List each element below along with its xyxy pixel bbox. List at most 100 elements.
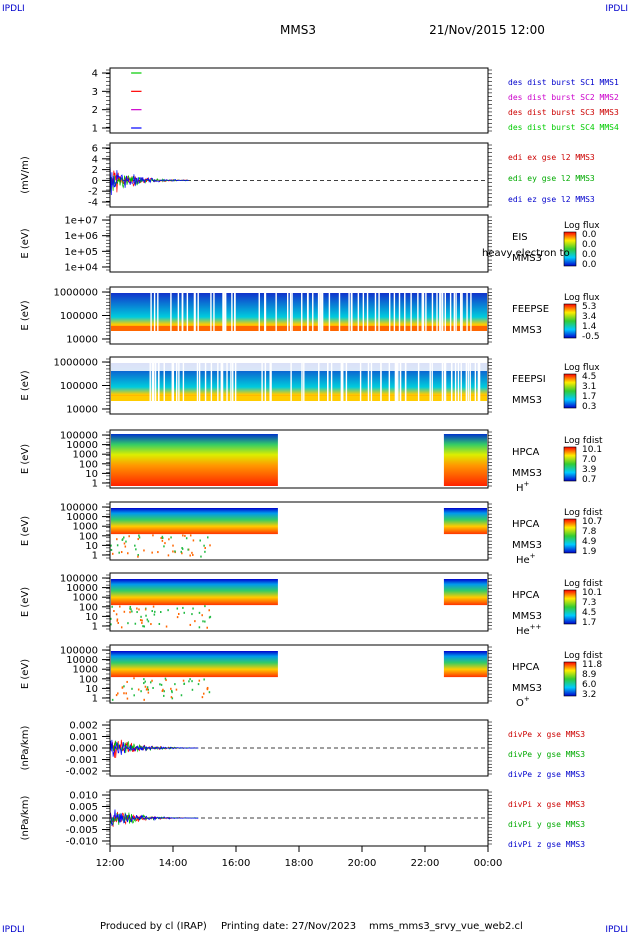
hpca_o-speckle: [188, 680, 190, 683]
xaxis-tick-label: 12:00: [96, 858, 125, 869]
eis-ytick-label: 1e+06: [64, 231, 98, 242]
feepsi-data-gap: [388, 361, 391, 410]
hpca_he-ytick-label: 10: [85, 541, 98, 552]
hpca_o-speckle: [144, 680, 146, 683]
hpca_he2-speckle: [192, 607, 194, 610]
hpca_o-speckle: [203, 678, 205, 681]
feepsi-data-gap: [399, 361, 402, 410]
eis-overlay-label: heavy electron to: [482, 248, 570, 259]
hpca_he-colorbar-title: Log fdist: [564, 508, 603, 518]
hpca_he-speckle: [204, 547, 206, 550]
hpca_o-speckle: [126, 697, 129, 700]
hpca_he2-speckle: [145, 614, 147, 617]
hpca_he2-speckle: [134, 622, 137, 625]
feepsi-data-gap: [176, 361, 178, 410]
hpca_he-speckle: [135, 548, 137, 551]
hpca_he-speckle: [168, 538, 170, 541]
hpca_he2-speckle: [138, 608, 140, 611]
feepsi-data-gap: [230, 361, 232, 410]
feepse-instrument-label: FEEPSE: [512, 304, 549, 315]
panel-hpca_he: Log fdist10.77.84.91.9HPCAMMS3He+1000001…: [20, 501, 603, 566]
hpca_h-ytick-label: 100: [79, 459, 98, 470]
feepse-data-gap: [466, 291, 468, 340]
burst-ytick-label: 4: [92, 69, 98, 80]
hpca_o-speckle: [191, 680, 193, 683]
hpca_o-speckle: [147, 688, 150, 691]
hpca_he2-speckle: [201, 614, 203, 617]
feepse-data-gap: [224, 291, 227, 340]
feepse-data-gap: [398, 291, 401, 340]
hpca_he2-instrument-label: HPCA: [512, 590, 540, 601]
feepsi-colorbar-tick: 4.5: [582, 372, 596, 382]
hpca_h-ytick-label: 1: [92, 479, 98, 490]
hpca_he-speckle: [110, 544, 112, 547]
eis-ylabel: E (eV): [20, 228, 31, 258]
corner-label-tl: IPDLI: [2, 4, 25, 14]
hpca_o-speckle: [171, 697, 174, 700]
xaxis-tick-label: 00:00: [474, 858, 503, 869]
divpi-ytick-label: -0.005: [66, 825, 98, 836]
hpca_o-speckle: [174, 683, 176, 686]
hpca_o-speckle: [144, 685, 147, 688]
feepse-colorbar-tick: 5.3: [582, 302, 596, 312]
feepse-data-gap: [258, 291, 260, 340]
hpca_o-speckle: [125, 692, 127, 695]
hpca_he2-speckle: [202, 620, 204, 623]
feepse-data-gap: [441, 291, 444, 340]
feepse-colorbar-scale: [563, 303, 577, 339]
feepse-data-gap: [307, 291, 309, 340]
edi-ytick-label: -4: [88, 198, 98, 209]
divpe-legend-entry: divPe y gse MMS3: [508, 750, 585, 759]
hpca_he-speckle: [152, 534, 154, 537]
eis-colorbar-title: Log flux: [564, 221, 600, 231]
xaxis-tick-label: 18:00: [285, 858, 314, 869]
hpca_he-colorbar-tick: 7.8: [582, 527, 597, 537]
hpca_he2-speckle: [113, 609, 115, 612]
feepsi-colorbar-tick: 3.1: [582, 382, 596, 392]
xaxis-tick-label: 14:00: [159, 858, 188, 869]
hpca_he2-ytick-label: 1: [92, 622, 98, 633]
hpca_he2-speckle: [191, 613, 193, 616]
hpca_o-speckle: [159, 683, 161, 686]
feepse-data-gap: [455, 291, 457, 340]
feepsi-data-gap: [157, 361, 160, 410]
divpe-legend-entry: divPe z gse MMS3: [508, 770, 585, 779]
hpca_he2-speckle: [160, 611, 162, 614]
divpe-ylabel: (nPa/km): [20, 726, 31, 771]
feepse-data-gap: [338, 291, 341, 340]
divpe-ytick-label: -0.001: [66, 755, 98, 766]
hpca_o-speckle: [189, 678, 191, 681]
hpca_he2-spacecraft-label: MMS3: [512, 611, 542, 622]
hpca_he-speckle: [161, 539, 164, 542]
eis-ytick-label: 1e+05: [64, 247, 98, 258]
hpca_he-speckle: [185, 537, 188, 540]
feepse-data-gap: [210, 291, 212, 340]
feepsi-data-gap: [270, 361, 272, 410]
feepse-data-gap: [350, 291, 353, 340]
feepse-data-gap: [234, 291, 236, 340]
hpca_o-ylabel: E (eV): [20, 659, 31, 689]
hpca_h-colorbar-tick: 3.9: [582, 465, 597, 475]
feepsi-data-gap: [444, 361, 447, 410]
feepsi-data-gap: [443, 361, 446, 410]
hpca_o-speckle: [170, 687, 172, 690]
hpca_he2-speckle: [129, 607, 131, 610]
feepse-data-gap: [275, 291, 277, 340]
hpca_o-speckle: [206, 688, 209, 691]
hpca_he-ytick-label: 100000: [60, 503, 98, 514]
hpca_o-speckle: [123, 685, 125, 688]
feepse-data-gap: [461, 291, 463, 340]
feepsi-data-gap: [196, 361, 199, 410]
x-axis: 12:00 14:00 16:00 18:00 20:00 22:00 00:00: [96, 846, 503, 869]
hpca_he-speckle: [111, 552, 114, 555]
hpca_he2-speckle: [117, 621, 119, 624]
hpca_o-speckle: [163, 690, 165, 693]
feepsi-sparse-top: [111, 359, 487, 371]
feepse-ylabel: E (eV): [20, 300, 31, 330]
hpca_h-ytick-label: 1000: [73, 450, 98, 461]
feepse-data-gap: [291, 291, 293, 340]
hpca_h-ytick-label: 10: [85, 469, 98, 480]
feepse-data-gap: [328, 291, 331, 340]
